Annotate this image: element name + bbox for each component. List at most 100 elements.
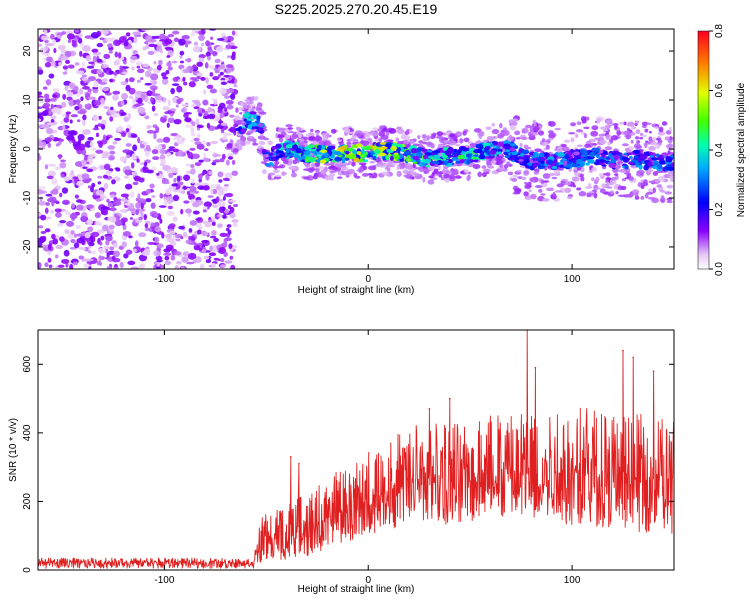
noise-blob [122,231,132,237]
signal-halo [561,178,569,182]
noise-blob [223,131,228,138]
colorbar-tick-label: 0.6 [714,83,725,97]
signal-halo [422,141,428,145]
signal-halo [542,197,550,202]
signal-halo [378,131,386,137]
noise-blob [119,156,128,163]
noise-blob [196,61,204,67]
signal-blob [628,161,635,165]
noise-blob [212,159,221,163]
noise-blob [120,209,126,213]
signal-halo [491,122,495,127]
signal-blob [666,167,673,171]
noise-blob [150,222,156,227]
noise-blob [222,196,226,201]
noise-blob [229,126,237,133]
signal-halo [644,142,648,149]
signal-halo [595,176,600,183]
signal-halo [348,160,352,165]
noise-blob [103,245,110,249]
signal-halo [621,178,627,182]
noise-blob [144,82,152,86]
signal-halo [245,99,250,104]
noise-blob [46,127,54,135]
noise-blob [127,260,136,266]
noise-blob [138,264,145,269]
noise-blob [201,140,207,145]
noise-blob [47,257,52,263]
noise-blob [63,176,70,182]
noise-blob [90,231,100,238]
signal-halo [576,144,583,148]
signal-blob [514,157,520,163]
noise-blob [92,127,100,131]
signal-halo [400,133,407,140]
noise-blob [156,261,161,267]
noise-blob [194,256,202,263]
signal-halo [626,124,634,127]
noise-blob [230,93,236,100]
noise-blob [77,110,86,115]
signal-blob [471,159,479,163]
noise-blob [60,159,66,163]
signal-blob [359,153,365,158]
noise-blob [166,211,175,216]
noise-blob [120,112,127,116]
noise-blob [206,142,211,147]
signal-halo [648,130,652,134]
noise-blob [168,230,176,235]
noise-blob [41,124,50,129]
snr-spike-point [289,456,292,458]
signal-halo [485,126,492,130]
noise-blob [226,64,234,68]
signal-halo [529,177,534,182]
signal-blob [580,152,588,158]
signal-halo [232,148,239,153]
noise-blob [202,116,210,119]
noise-blob [182,76,186,82]
signal-halo [607,141,611,146]
noise-blob [99,37,105,41]
noise-blob [190,198,195,204]
noise-blob [107,145,116,150]
signal-halo [329,170,337,173]
signal-halo [532,119,537,125]
noise-blob [191,178,195,184]
noise-blob [64,85,69,91]
signal-halo [615,190,619,195]
signal-halo [657,130,666,136]
noise-blob [168,146,175,150]
noise-blob [135,202,142,210]
noise-blob [177,150,184,157]
noise-blob [43,102,51,108]
noise-blob [46,122,55,126]
noise-blob [169,108,177,112]
noise-blob [224,208,230,214]
noise-blob [106,266,112,269]
noise-blob [61,101,67,108]
signal-blob [651,157,659,161]
signal-halo [644,128,649,133]
signal-halo [456,140,461,143]
noise-blob [179,55,183,59]
signal-halo [576,121,582,126]
signal-blob [246,118,254,122]
signal-halo [428,165,435,171]
noise-blob [188,81,196,88]
signal-blob [278,154,284,158]
signal-blob [626,152,633,156]
snr-frame [37,329,675,571]
noise-blob [142,63,150,68]
signal-halo [583,133,588,139]
signal-halo [625,134,632,140]
signal-halo [511,177,518,182]
snr-xlabel: Height of straight line (km) [298,584,415,595]
noise-blob [151,149,159,155]
signal-blob [331,145,336,150]
noise-blob [55,143,60,147]
noise-blob [231,159,236,165]
signal-blob [365,146,373,150]
noise-blob [162,97,167,104]
signal-halo [663,173,672,179]
